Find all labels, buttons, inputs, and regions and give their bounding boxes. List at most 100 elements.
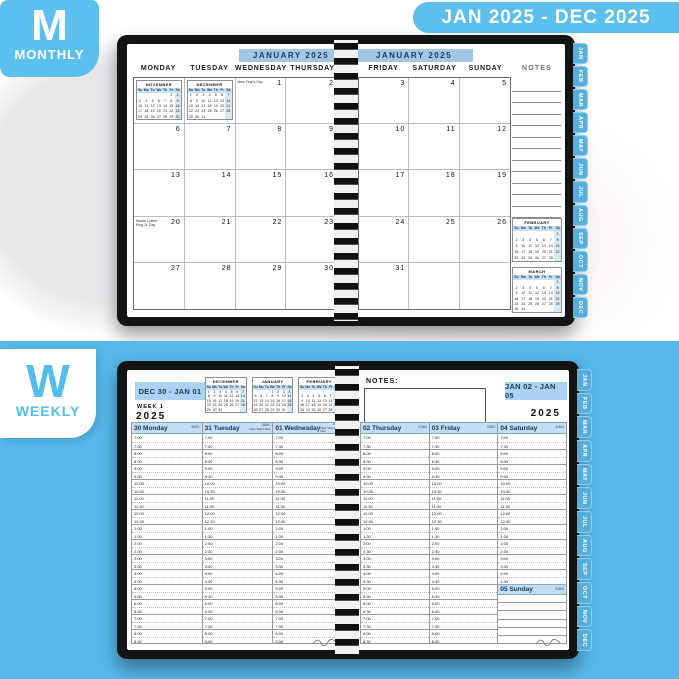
month-tab-mar: MAR bbox=[573, 89, 588, 111]
month-tab-feb: FEB bbox=[577, 392, 592, 415]
notes-line bbox=[498, 611, 567, 620]
notes-line bbox=[512, 149, 561, 161]
mini-date: 30 bbox=[276, 407, 281, 412]
time-slot: 7:00 bbox=[202, 614, 273, 622]
week-range-label: JAN 02 - JAN 05 bbox=[505, 382, 567, 400]
mini-date: 12 bbox=[535, 291, 539, 296]
time-slot: 6:30 bbox=[132, 606, 202, 615]
date-number: 27 bbox=[170, 264, 181, 272]
time-slot: 2:30 bbox=[429, 546, 498, 555]
weekly-day-column: 01 Wednesday1/364New Year's Day7:007:308… bbox=[273, 422, 345, 644]
mini-date: 3 bbox=[282, 389, 285, 394]
time-slot: 12:00 bbox=[429, 509, 498, 517]
time-slot: 9:00 bbox=[498, 464, 567, 472]
time-slot: 4:00 bbox=[202, 569, 273, 577]
month-tab-jun: JUN bbox=[573, 158, 588, 180]
calendar-day-cell: 27 bbox=[134, 262, 185, 309]
day-header-annotations: 4/361 bbox=[556, 425, 565, 430]
time-label: 6:00 bbox=[134, 601, 142, 606]
calendar-day-cell: New Year's Day 1 bbox=[235, 78, 287, 125]
mini-day-label: Sa bbox=[240, 385, 245, 389]
date-number: 24 bbox=[395, 218, 406, 226]
mini-date: 26 bbox=[535, 255, 539, 260]
date-number: 31 bbox=[395, 264, 406, 272]
time-label: 5:30 bbox=[134, 593, 142, 599]
mini-date: 10 bbox=[521, 243, 526, 248]
weekly-day-title: 03 Friday bbox=[431, 424, 461, 432]
mini-date: 11 bbox=[528, 243, 532, 248]
mini-date: 24 bbox=[521, 301, 526, 306]
month-tab-sep: SEP bbox=[573, 227, 588, 249]
mini-date: 12 bbox=[317, 398, 322, 403]
calendar-day-cell: 25 bbox=[409, 216, 460, 263]
time-slot: 12:30 bbox=[429, 516, 498, 525]
mini-date: 28 bbox=[328, 407, 333, 412]
time-slot: 12:00 bbox=[498, 509, 567, 517]
time-label: 8:00 bbox=[275, 451, 284, 456]
notes-line bbox=[512, 103, 561, 115]
time-slot: 2:00 bbox=[273, 539, 344, 547]
time-slot: 11:00 bbox=[429, 494, 498, 502]
time-slot: 11:30 bbox=[498, 501, 567, 510]
mini-date: 17 bbox=[201, 103, 206, 108]
mini-date: 16 bbox=[195, 103, 200, 108]
date-number: 9 bbox=[329, 126, 334, 134]
calendar-day-cell: 18 bbox=[409, 170, 460, 217]
time-slot: 12:30 bbox=[202, 516, 273, 525]
time-label: 1:00 bbox=[431, 526, 440, 531]
time-slot: 1:00 bbox=[132, 524, 202, 532]
time-label: 2:00 bbox=[204, 541, 213, 546]
calendar-day-cell: 28 bbox=[185, 262, 236, 309]
mini-date: 1 bbox=[189, 93, 192, 98]
mini-date: 17 bbox=[521, 249, 526, 254]
time-label: 11:30 bbox=[363, 503, 373, 509]
time-label: 8:30 bbox=[431, 458, 440, 464]
time-label: 10:00 bbox=[204, 481, 215, 486]
time-slot: 6:00 bbox=[132, 599, 202, 607]
mini-date: 29 bbox=[169, 114, 174, 119]
time-label: 12:30 bbox=[363, 518, 374, 524]
mini-date bbox=[240, 407, 246, 412]
time-label: 10:30 bbox=[275, 488, 286, 494]
mini-date: 4 bbox=[208, 93, 211, 98]
time-slot: 6:00 bbox=[429, 599, 498, 607]
time-slot: 10:00 bbox=[132, 479, 202, 487]
time-label: 6:00 bbox=[363, 601, 371, 606]
weekly-day-header: 04 Saturday 4/361 bbox=[498, 422, 567, 434]
mini-day-label: Fr bbox=[235, 385, 239, 389]
time-label: 5:30 bbox=[363, 593, 371, 599]
mini-date: 9 bbox=[277, 394, 280, 399]
mini-day-label: Su bbox=[514, 275, 519, 279]
time-label: 1:00 bbox=[500, 526, 509, 531]
mini-date: 30 bbox=[195, 114, 200, 119]
time-slot: 7:30 bbox=[273, 621, 344, 630]
time-label: 1:00 bbox=[134, 526, 142, 531]
mini-date: 6 bbox=[157, 98, 160, 103]
brand-script-logo bbox=[535, 639, 561, 646]
time-slot-list: 7:00 7:30 8:00 8:30 9:00 9:30 10:00 10:30 11:00 1… bbox=[273, 434, 344, 644]
date-number: 12 bbox=[497, 126, 507, 134]
time-slot: 6:30 bbox=[202, 606, 273, 615]
mini-day-label: Th bbox=[229, 385, 234, 389]
time-label: 2:30 bbox=[204, 548, 213, 554]
time-slot: 1:30 bbox=[202, 531, 273, 540]
weekly-planner: JAN FEB MAR APR MAY JUN JUL AUG SEP OCT NOV DEC DEC… bbox=[117, 361, 592, 659]
time-slot: 1:30 bbox=[361, 531, 429, 540]
date-number: 21 bbox=[221, 218, 232, 226]
time-slot: 5:30 bbox=[273, 591, 344, 600]
time-label: 10:30 bbox=[134, 488, 145, 494]
time-label: 3:00 bbox=[134, 556, 142, 561]
weekly-day-title: 01 Wednesday bbox=[275, 424, 321, 432]
mini-date bbox=[554, 306, 561, 312]
day-counter: 366/0 bbox=[261, 423, 271, 428]
calendar-day-cell: 4 bbox=[409, 78, 460, 125]
mini-date: 31 bbox=[218, 407, 223, 412]
time-slot: 1:00 bbox=[498, 524, 567, 532]
time-slot: 8:00 bbox=[202, 629, 273, 637]
month-tabs: JAN FEB MAR APR MAY JUN JUL AUG SEP OCT NOV DEC bbox=[577, 369, 592, 652]
time-slot: 10:00 bbox=[273, 479, 344, 487]
monthly-left-page: JANUARY 2025 MONDAY TUESDAY WEDNESDAY THURS… bbox=[127, 44, 344, 317]
mini-date: 20 bbox=[541, 249, 546, 254]
